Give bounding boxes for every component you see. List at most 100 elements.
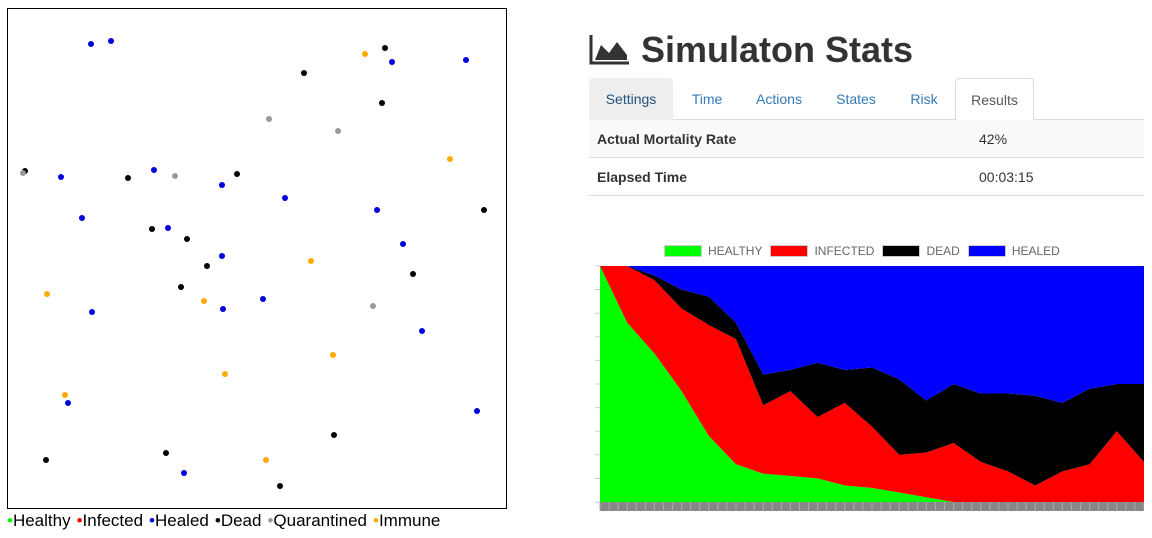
particle-healed xyxy=(65,400,71,406)
particle-healed xyxy=(89,309,95,315)
particle-dead xyxy=(163,450,169,456)
legend-dot-icon: • xyxy=(267,511,274,530)
legend-dot-icon: • xyxy=(7,511,13,530)
particle-immune xyxy=(201,298,207,304)
legend-label: INFECTED xyxy=(814,244,875,258)
particle-immune xyxy=(263,457,269,463)
page-title: Simulaton Stats xyxy=(641,29,914,70)
particle-healed xyxy=(474,408,480,414)
particle-immune xyxy=(308,258,314,264)
particle-healed xyxy=(374,207,380,213)
particle-dead xyxy=(481,207,487,213)
particle-healed xyxy=(260,296,266,302)
chart-legend-item-dead[interactable]: DEAD xyxy=(882,244,960,258)
table-row: Elapsed Time 00:03:15 xyxy=(589,158,1144,196)
tab-risk[interactable]: Risk xyxy=(910,91,938,107)
chart-legend-item-healthy[interactable]: HEALTHY xyxy=(664,244,762,258)
particle-healed xyxy=(419,328,425,334)
particle-quarantined xyxy=(266,116,272,122)
particle-quarantined xyxy=(172,173,178,179)
legend-label: DEAD xyxy=(926,244,960,258)
particle-dead xyxy=(204,263,210,269)
results-table: Actual Mortality Rate 42% Elapsed Time 0… xyxy=(589,120,1144,196)
area-chart-icon xyxy=(589,35,629,65)
population-area-chart xyxy=(595,265,1144,511)
legend-swatch xyxy=(664,245,702,257)
particle-healed xyxy=(181,470,187,476)
chart-legend-item-infected[interactable]: INFECTED xyxy=(770,244,874,258)
particle-healed xyxy=(219,182,225,188)
legend-dot-icon: • xyxy=(214,511,221,530)
chart-legend-item-healed[interactable]: HEALED xyxy=(967,244,1060,258)
series-area-healthy xyxy=(600,266,1144,502)
chart-legend: HEALTHY INFECTED DEAD HEALED xyxy=(664,242,1068,260)
mortality-rate-value: 42% xyxy=(979,131,1008,147)
legend-dot-icon: • xyxy=(373,511,379,530)
legend-dot-icon: • xyxy=(76,511,83,530)
particle-dead xyxy=(234,171,240,177)
particle-healed xyxy=(151,167,157,173)
particle-healed xyxy=(220,306,226,312)
particle-dead xyxy=(301,70,307,76)
particle-dead xyxy=(178,284,184,290)
particle-immune xyxy=(62,392,68,398)
tab-actions[interactable]: Actions xyxy=(756,91,802,107)
legend-item-infected: •Infected xyxy=(77,511,143,531)
particle-dead xyxy=(184,236,190,242)
legend-label: HEALTHY xyxy=(708,244,763,258)
series-area-infected xyxy=(600,266,1144,502)
particle-dead xyxy=(379,100,385,106)
legend-swatch xyxy=(882,245,921,257)
particle-immune xyxy=(330,352,336,358)
particle-healed xyxy=(165,225,171,231)
legend-swatch xyxy=(967,245,1006,257)
particle-dead xyxy=(410,271,416,277)
legend-item-quarantined: •Quarantined xyxy=(267,511,367,531)
particle-quarantined xyxy=(20,170,26,176)
legend-label: Dead xyxy=(220,511,262,530)
particle-healed xyxy=(400,241,406,247)
particle-healed xyxy=(389,59,395,65)
table-row: Actual Mortality Rate 42% xyxy=(589,120,1144,158)
particle-immune xyxy=(222,371,228,377)
legend-label: Quarantined xyxy=(273,511,367,530)
particle-immune xyxy=(362,51,368,57)
series-area-healed xyxy=(600,266,1144,403)
legend-dot-icon: • xyxy=(149,511,155,530)
particle-healed xyxy=(463,57,469,63)
particle-quarantined xyxy=(370,303,376,309)
mortality-rate-label: Actual Mortality Rate xyxy=(597,131,737,147)
legend-label: Healed xyxy=(155,511,209,530)
stats-tabs: Settings Time Actions States Risk Result… xyxy=(589,78,1144,121)
particle-healed xyxy=(88,41,94,47)
tab-results[interactable]: Results xyxy=(955,78,1034,121)
legend-label: Infected xyxy=(82,511,144,530)
legend-item-immune: •Immune xyxy=(373,511,440,531)
tab-states[interactable]: States xyxy=(836,91,876,107)
elapsed-time-value: 00:03:15 xyxy=(979,169,1034,185)
simulation-canvas xyxy=(7,8,507,509)
tab-time[interactable]: Time xyxy=(691,91,723,107)
particle-dead xyxy=(382,45,388,51)
particle-healed xyxy=(282,195,288,201)
elapsed-time-label: Elapsed Time xyxy=(597,169,688,185)
particle-quarantined xyxy=(335,128,341,134)
particle-healed xyxy=(79,215,85,221)
particle-dead xyxy=(125,175,131,181)
stats-header: Simulaton Stats xyxy=(589,26,913,74)
particle-healed xyxy=(58,174,64,180)
legend-item-healed: •Healed xyxy=(149,511,209,531)
particle-immune xyxy=(447,156,453,162)
legend-label: HEALED xyxy=(1011,244,1060,258)
legend-label: Immune xyxy=(378,511,441,530)
particle-dead xyxy=(277,483,283,489)
series-area-dead xyxy=(600,266,1144,486)
simulation-particles xyxy=(20,38,487,489)
tab-settings[interactable]: Settings xyxy=(589,78,673,120)
particle-immune xyxy=(44,291,50,297)
legend-label: Healthy xyxy=(12,511,71,530)
legend-item-healthy: •Healthy xyxy=(7,511,71,531)
particle-dead xyxy=(331,432,337,438)
particle-healed xyxy=(219,253,225,259)
particle-healed xyxy=(108,38,114,44)
